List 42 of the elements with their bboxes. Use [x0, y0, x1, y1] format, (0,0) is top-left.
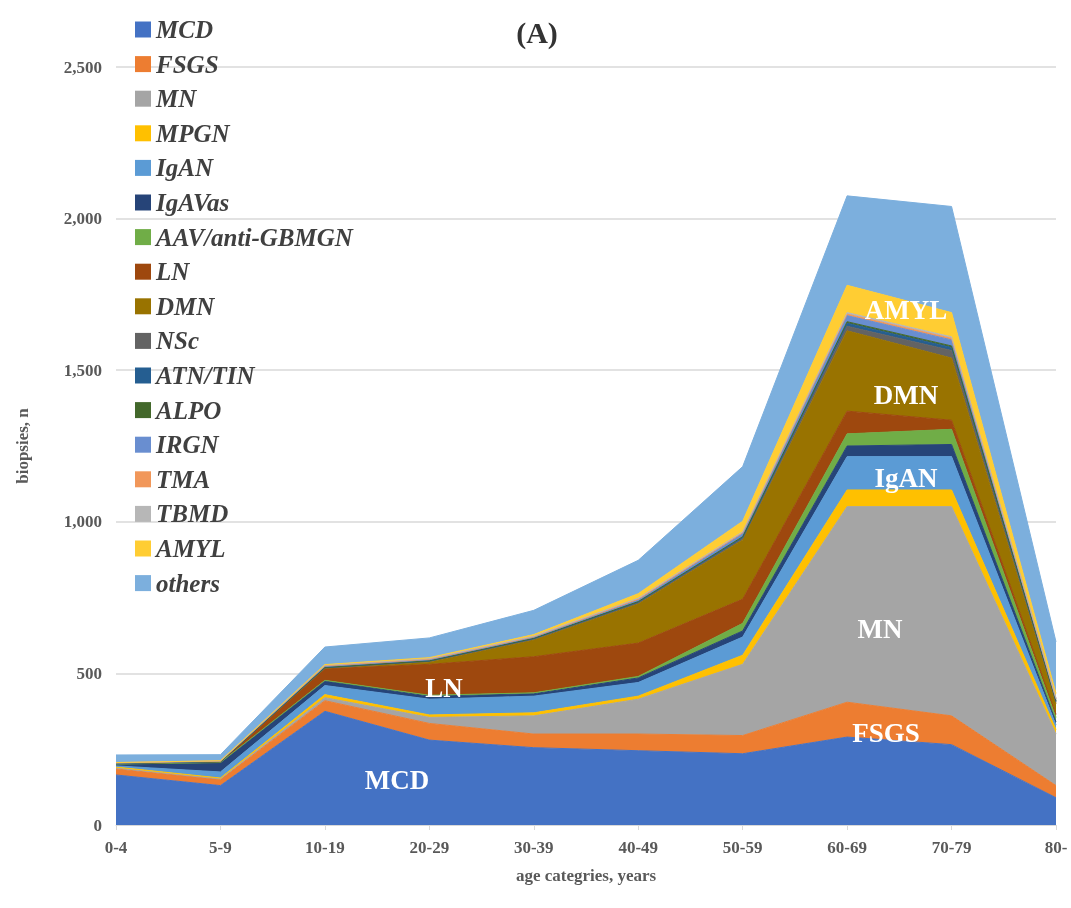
legend-label: IRGN	[155, 431, 220, 459]
y-axis-title: biopsies, n	[13, 407, 32, 484]
x-tick-label: 60-69	[827, 838, 867, 857]
legend-label: AMYL	[154, 535, 226, 562]
legend-label: TMA	[156, 465, 211, 493]
x-tick-label: 30-39	[513, 838, 554, 857]
annotation: DMN	[873, 380, 939, 410]
x-tick-label: 10-19	[305, 838, 345, 857]
legend-label: MN	[155, 85, 198, 113]
legend-label: FSGS	[155, 50, 219, 78]
y-tick-label: 1,000	[63, 512, 102, 532]
x-tick-label: 40-49	[618, 838, 659, 857]
legend-label: AAV/anti-GBMGN	[154, 223, 354, 251]
legend-label: others	[156, 569, 220, 597]
y-tick-label: 500	[76, 663, 102, 683]
legend-label: MCD	[155, 16, 213, 43]
legend-label: TBMD	[156, 500, 229, 528]
legend-label: ALPO	[154, 396, 222, 424]
x-tick-label: 50-59	[722, 838, 763, 857]
y-tick-label: 2,000	[63, 209, 102, 229]
annotation: MN	[857, 614, 903, 644]
x-axis-title: age categries, years	[515, 866, 657, 885]
x-tick-label: 80-	[1044, 838, 1068, 857]
annotation: AMYL	[864, 295, 948, 325]
chart-title: (A)	[516, 15, 558, 50]
y-tick-label: 0	[93, 815, 102, 835]
legend-label: ATN/TIN	[154, 362, 256, 389]
legend-label: DMN	[155, 292, 216, 320]
x-tick-label: 5-9	[209, 838, 232, 857]
x-tick-label: 0-4	[104, 838, 128, 857]
legend-label: IgAN	[155, 154, 214, 182]
y-tick-label: 2,500	[63, 57, 102, 77]
legend-label: MPGN	[155, 119, 231, 147]
legend-label: LN	[155, 258, 191, 286]
legend-label: IgAVas	[155, 189, 230, 216]
y-tick-label: 1,500	[63, 360, 102, 380]
x-tick-label: 70-79	[931, 838, 972, 857]
annotation: LN	[425, 673, 464, 703]
annotation: MCD	[364, 765, 430, 795]
legend-label: NSc	[155, 327, 200, 355]
annotation: IgAN	[874, 463, 938, 493]
x-tick-label: 20-29	[409, 838, 450, 857]
